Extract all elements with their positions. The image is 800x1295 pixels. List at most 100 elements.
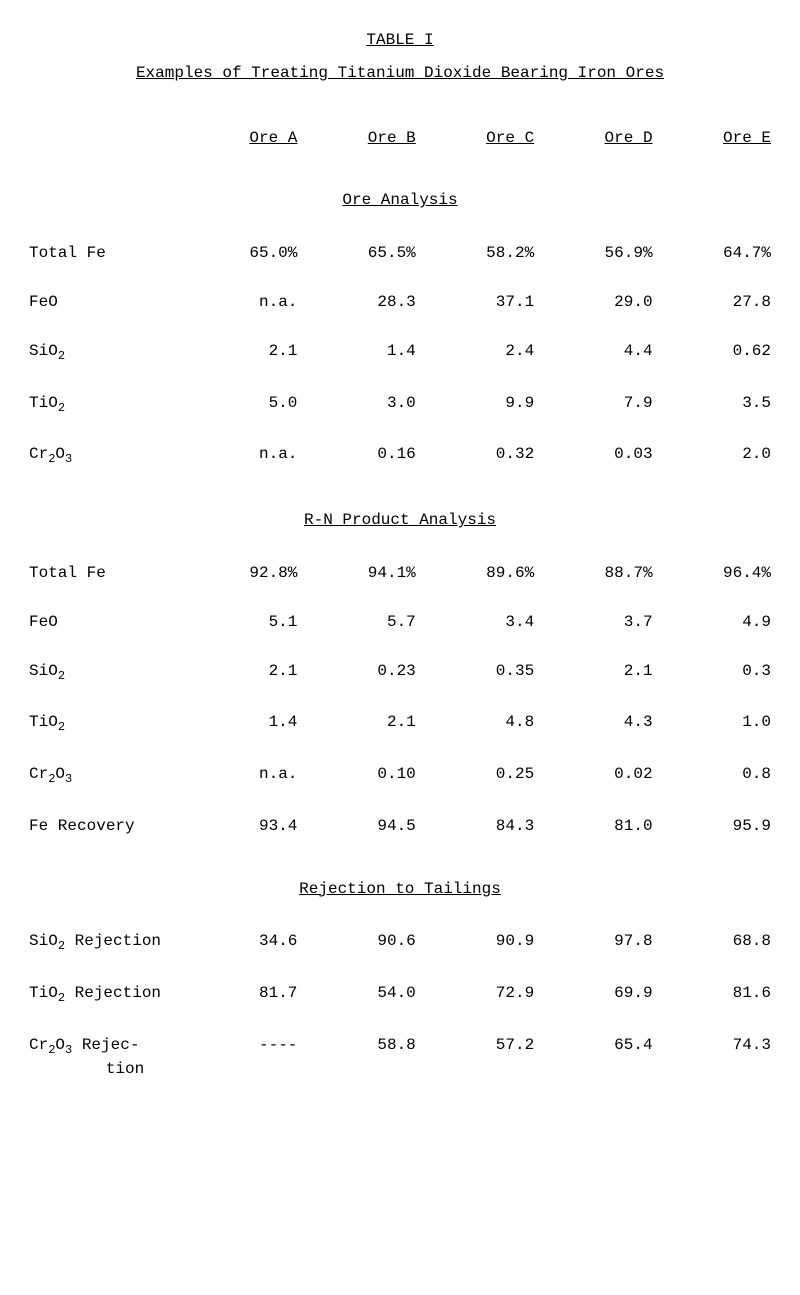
row-label: SiO2 — [25, 327, 183, 379]
header-row: Ore AOre BOre COre DOre E — [25, 114, 775, 163]
column-header: Ore E — [657, 114, 775, 163]
cell-value: 0.02 — [538, 750, 656, 802]
table-row: FeO5.15.73.43.74.9 — [25, 598, 775, 647]
column-header: Ore D — [538, 114, 656, 163]
column-header: Ore B — [301, 114, 419, 163]
row-label: Fe Recovery — [25, 802, 183, 851]
cell-value: 3.4 — [420, 598, 538, 647]
column-header: Ore C — [420, 114, 538, 163]
cell-value: 2.1 — [538, 647, 656, 699]
table-row: FeOn.a.28.337.129.027.8 — [25, 278, 775, 327]
cell-value: 0.16 — [301, 430, 419, 482]
section-header-row: Rejection to Tailings — [25, 851, 775, 918]
table-row: SiO22.10.230.352.10.3 — [25, 647, 775, 699]
cell-value: 90.6 — [301, 917, 419, 969]
cell-value: 69.9 — [538, 969, 656, 1021]
cell-value: n.a. — [183, 278, 301, 327]
row-label: Cr2O3 — [25, 750, 183, 802]
cell-value: 89.6% — [420, 549, 538, 598]
cell-value: 29.0 — [538, 278, 656, 327]
data-table: Ore AOre BOre COre DOre E Ore AnalysisTo… — [25, 114, 775, 1094]
cell-value: 27.8 — [657, 278, 775, 327]
cell-value: 3.0 — [301, 379, 419, 431]
table-row: TiO25.03.09.97.93.5 — [25, 379, 775, 431]
cell-value: 97.8 — [538, 917, 656, 969]
row-label: Total Fe — [25, 229, 183, 278]
cell-value: 65.4 — [538, 1021, 656, 1094]
cell-value: 0.62 — [657, 327, 775, 379]
cell-value: 74.3 — [657, 1021, 775, 1094]
cell-value: 34.6 — [183, 917, 301, 969]
row-label: FeO — [25, 278, 183, 327]
row-label: TiO2 — [25, 379, 183, 431]
cell-value: 2.1 — [183, 327, 301, 379]
table-row: TiO2 Rejection81.754.072.969.981.6 — [25, 969, 775, 1021]
table-row: Cr2O3n.a.0.160.320.032.0 — [25, 430, 775, 482]
row-label: FeO — [25, 598, 183, 647]
cell-value: ---- — [183, 1021, 301, 1094]
cell-value: n.a. — [183, 430, 301, 482]
cell-value: 9.9 — [420, 379, 538, 431]
cell-value: 0.3 — [657, 647, 775, 699]
cell-value: 95.9 — [657, 802, 775, 851]
title-block: TABLE I Examples of Treating Titanium Di… — [25, 30, 775, 84]
cell-value: 88.7% — [538, 549, 656, 598]
cell-value: 1.4 — [183, 698, 301, 750]
row-label: SiO2 — [25, 647, 183, 699]
cell-value: 0.8 — [657, 750, 775, 802]
cell-value: 65.5% — [301, 229, 419, 278]
cell-value: 65.0% — [183, 229, 301, 278]
row-label: SiO2 Rejection — [25, 917, 183, 969]
section-title: Ore Analysis — [25, 162, 775, 229]
cell-value: 2.1 — [183, 647, 301, 699]
cell-value: 93.4 — [183, 802, 301, 851]
cell-value: 94.5 — [301, 802, 419, 851]
cell-value: 72.9 — [420, 969, 538, 1021]
row-label-header — [25, 114, 183, 163]
table-row: TiO21.42.14.84.31.0 — [25, 698, 775, 750]
cell-value: 58.2% — [420, 229, 538, 278]
table-subtitle: Examples of Treating Titanium Dioxide Be… — [136, 63, 664, 84]
cell-value: 0.25 — [420, 750, 538, 802]
column-header: Ore A — [183, 114, 301, 163]
cell-value: 7.9 — [538, 379, 656, 431]
cell-value: 92.8% — [183, 549, 301, 598]
cell-value: 56.9% — [538, 229, 656, 278]
cell-value: 0.35 — [420, 647, 538, 699]
cell-value: 58.8 — [301, 1021, 419, 1094]
section-title: R-N Product Analysis — [25, 482, 775, 549]
cell-value: 68.8 — [657, 917, 775, 969]
cell-value: 96.4% — [657, 549, 775, 598]
cell-value: 5.1 — [183, 598, 301, 647]
section-title: Rejection to Tailings — [25, 851, 775, 918]
cell-value: 0.23 — [301, 647, 419, 699]
cell-value: 5.0 — [183, 379, 301, 431]
cell-value: 81.7 — [183, 969, 301, 1021]
cell-value: 1.4 — [301, 327, 419, 379]
cell-value: 81.6 — [657, 969, 775, 1021]
cell-value: 4.4 — [538, 327, 656, 379]
table-row: Total Fe92.8%94.1%89.6%88.7%96.4% — [25, 549, 775, 598]
table-row: Cr2O3 Rejec- tion----58.857.265.474.3 — [25, 1021, 775, 1094]
cell-value: 1.0 — [657, 698, 775, 750]
cell-value: 94.1% — [301, 549, 419, 598]
table-row: Cr2O3n.a.0.100.250.020.8 — [25, 750, 775, 802]
cell-value: 5.7 — [301, 598, 419, 647]
cell-value: 37.1 — [420, 278, 538, 327]
cell-value: 3.7 — [538, 598, 656, 647]
row-label: Cr2O3 Rejec- tion — [25, 1021, 183, 1094]
cell-value: 0.32 — [420, 430, 538, 482]
cell-value: 84.3 — [420, 802, 538, 851]
cell-value: 64.7% — [657, 229, 775, 278]
row-label: Total Fe — [25, 549, 183, 598]
cell-value: 2.4 — [420, 327, 538, 379]
cell-value: 4.3 — [538, 698, 656, 750]
cell-value: 4.9 — [657, 598, 775, 647]
cell-value: 2.1 — [301, 698, 419, 750]
section-header-row: R-N Product Analysis — [25, 482, 775, 549]
cell-value: n.a. — [183, 750, 301, 802]
cell-value: 4.8 — [420, 698, 538, 750]
row-label: TiO2 Rejection — [25, 969, 183, 1021]
row-label: TiO2 — [25, 698, 183, 750]
table-title: TABLE I — [366, 30, 433, 51]
